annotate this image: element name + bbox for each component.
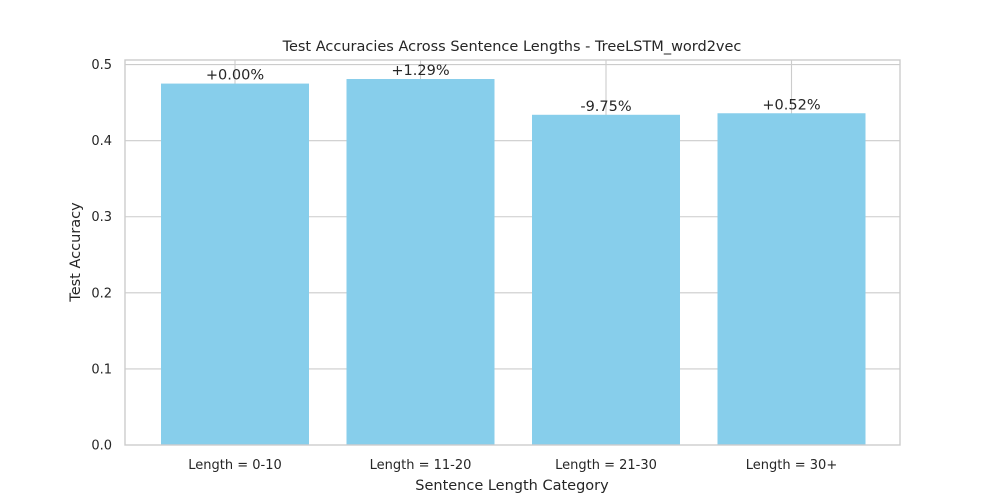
bar-value-label: +0.00% (206, 68, 264, 84)
plot-frame (124, 59, 901, 446)
y-tick-label: 0.3 (91, 210, 112, 225)
x-tick-label: Length = 11-20 (370, 458, 472, 473)
bar (161, 83, 309, 445)
bar (346, 79, 495, 446)
bar-value-label: +1.29% (391, 63, 449, 79)
x-tick-label: Length = 30+ (746, 458, 837, 473)
y-axis-label: Test Accuracy (68, 202, 84, 303)
bars-layer (161, 79, 866, 446)
x-tick-label: Length = 21-30 (555, 458, 657, 473)
x-tick-label: Length = 0-10 (188, 458, 282, 473)
y-tick-label: 0.2 (91, 286, 112, 301)
y-tick-label: 0.0 (91, 439, 112, 454)
chart-title: Test Accuracies Across Sentence Lengths … (282, 39, 742, 55)
bar-value-label: +0.52% (762, 97, 820, 113)
bar (532, 114, 680, 446)
x-axis-label: Sentence Length Category (415, 478, 609, 494)
y-tick-label: 0.1 (91, 362, 112, 377)
bar-value-label: -9.75% (580, 99, 631, 115)
bar-labels-layer: +0.00% +1.29% -9.75% +0.52% (206, 63, 821, 115)
ticks-layer: 0.0 0.1 0.2 0.3 0.4 0.5 Length = 0-10 Length = … (91, 58, 837, 473)
y-tick-label: 0.4 (91, 134, 112, 149)
y-tick-label: 0.5 (91, 58, 112, 73)
bar (717, 113, 866, 446)
